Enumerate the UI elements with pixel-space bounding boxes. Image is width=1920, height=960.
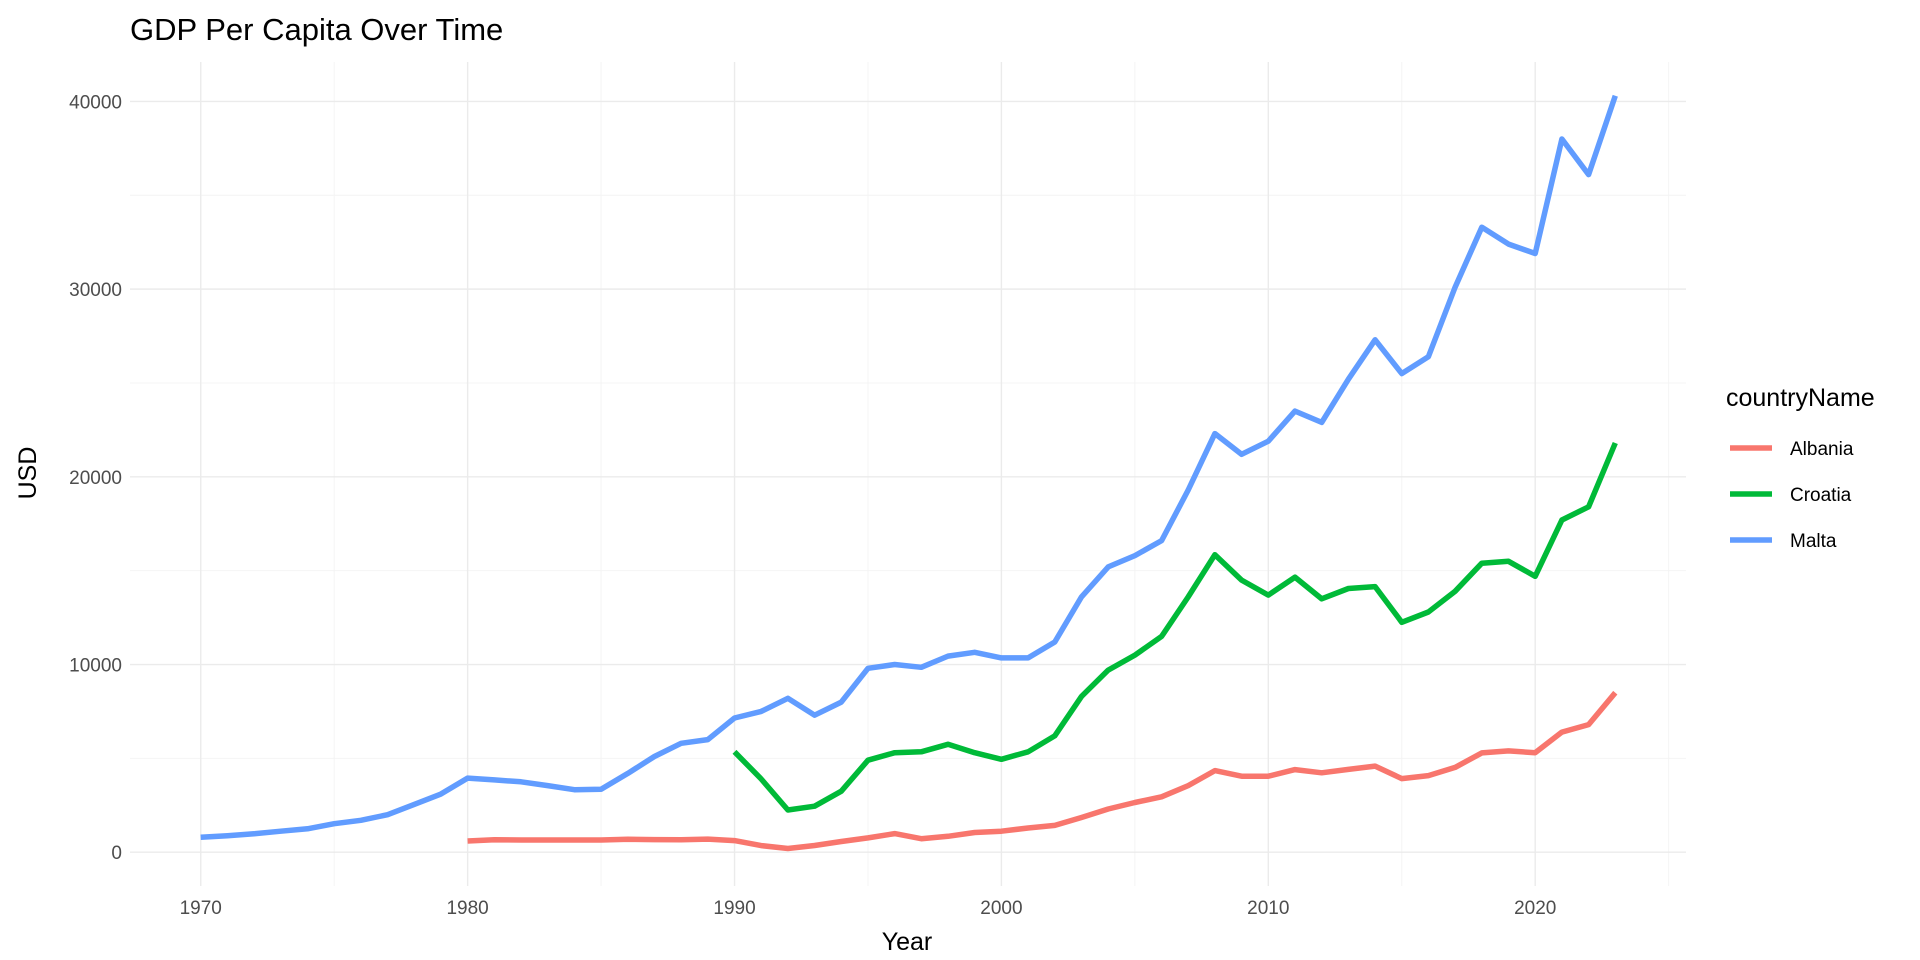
- x-tick-label: 1980: [446, 898, 488, 919]
- y-tick-label: 0: [111, 843, 122, 864]
- y-tick-label: 20000: [69, 468, 122, 489]
- legend-label-malta: Malta: [1790, 531, 1837, 552]
- y-axis-tick-labels: 0 10000 20000 30000 40000: [69, 92, 122, 864]
- y-tick-label: 10000: [69, 656, 122, 677]
- legend: countryName Albania Croatia Malta: [1726, 384, 1875, 552]
- x-tick-label: 1990: [713, 898, 755, 919]
- legend-label-croatia: Croatia: [1790, 485, 1852, 506]
- series-line-malta: [200, 94, 1618, 840]
- x-tick-label: 2000: [980, 898, 1022, 919]
- legend-title: countryName: [1726, 384, 1875, 412]
- x-axis-tick-labels: 1970 1980 1990 2000 2010 2020: [180, 898, 1557, 919]
- x-tick-label: 1970: [180, 898, 222, 919]
- series-lines: [200, 94, 1618, 852]
- chart-title: GDP Per Capita Over Time: [130, 12, 503, 47]
- y-tick-label: 40000: [69, 92, 122, 113]
- major-gridlines: [130, 62, 1686, 886]
- y-tick-label: 30000: [69, 280, 122, 301]
- y-axis-title: USD: [14, 447, 42, 500]
- x-axis-title: Year: [882, 928, 933, 956]
- x-tick-label: 2010: [1247, 898, 1289, 919]
- x-tick-label: 2020: [1514, 898, 1556, 919]
- series-line-albania: [467, 690, 1618, 852]
- legend-label-albania: Albania: [1790, 439, 1854, 460]
- minor-gridlines: [130, 62, 1686, 886]
- series-line-croatia: [732, 441, 1618, 813]
